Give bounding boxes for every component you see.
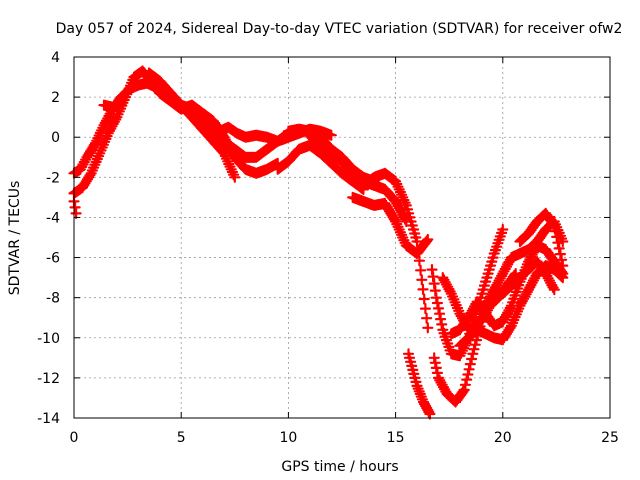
y-tick-label: -8: [46, 291, 60, 307]
y-tick-label: -10: [37, 331, 60, 347]
plus-markers: [347, 191, 434, 260]
x-axis-title: GPS time / hours: [281, 459, 398, 475]
y-tick-labels: -14 -12 -10 -8 -6 -4 -2 0 2 4: [37, 50, 60, 427]
x-tick-labels: 0 5 10 15 20 25: [70, 430, 619, 446]
x-tick-label: 0: [70, 430, 79, 446]
y-tick-label: -14: [37, 411, 60, 427]
series-arc-3: [68, 195, 82, 219]
y-tick-label: -6: [46, 251, 60, 267]
x-tick-label: 20: [494, 430, 512, 446]
y-tick-label: 2: [51, 90, 60, 106]
data-series: [68, 65, 569, 420]
y-axis-title: SDTVAR / TECUs: [7, 181, 23, 296]
y-tick-label: -4: [46, 210, 60, 226]
plus-markers: [514, 207, 569, 272]
y-tick-label: -12: [37, 371, 60, 387]
plus-markers: [488, 256, 560, 300]
y-tick-label: 4: [51, 50, 60, 66]
x-tick-label: 25: [601, 430, 619, 446]
series-arc-13: [347, 191, 434, 260]
plot-frame: [73, 56, 611, 419]
axis-ticks: [73, 56, 611, 419]
x-tick-label: 15: [387, 430, 405, 446]
series-arc-14: [402, 348, 436, 420]
y-tick-label: -2: [46, 170, 60, 186]
chart-title: Day 057 of 2024, Sidereal Day-to-day VTE…: [56, 21, 623, 37]
plus-markers: [402, 348, 436, 420]
series-arc-4: [98, 99, 127, 113]
plus-markers: [68, 195, 82, 219]
series-arc-21: [514, 207, 569, 272]
x-tick-label: 5: [177, 430, 186, 446]
y-tick-label: 0: [51, 130, 60, 146]
plus-markers: [98, 99, 127, 113]
x-tick-label: 10: [279, 430, 297, 446]
series-arc-20: [488, 256, 560, 300]
